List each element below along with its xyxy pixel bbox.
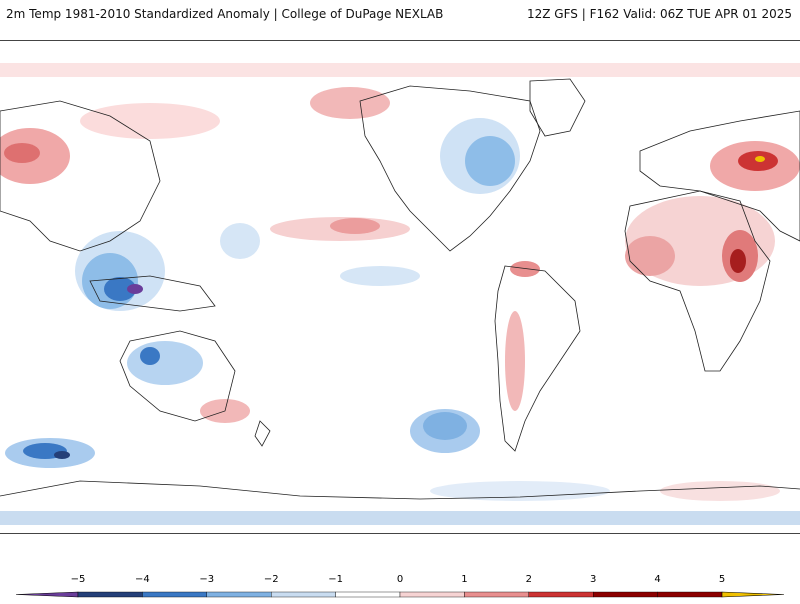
colorbar-tick-label: −1 — [328, 574, 343, 585]
colorbar-left-arrow — [15, 591, 79, 598]
colorbar-tick-label: 2 — [525, 574, 532, 585]
australia-cool-anomaly — [127, 341, 203, 385]
colorbar-tick-label: 4 — [654, 574, 661, 585]
colorbar-segment — [528, 591, 594, 598]
south-pacific-cool-core — [423, 412, 467, 440]
colorbar-tick-label: −4 — [135, 574, 150, 585]
colorbar-tick-label: 0 — [396, 574, 404, 585]
anomaly-map[interactable] — [0, 40, 800, 534]
colorbar-segment — [271, 591, 336, 598]
coastlines — [0, 78, 800, 500]
antarctica-outline — [0, 480, 800, 500]
new-zealand-outline — [254, 420, 271, 447]
indian-ocean-warm — [660, 481, 780, 501]
north-america-outline — [359, 85, 541, 252]
arctic-warm-anomaly — [310, 87, 390, 119]
colorbar-segment — [593, 591, 658, 598]
eastern-canada-cool-anomaly — [465, 136, 515, 186]
eurasia-east-outline — [0, 100, 161, 252]
colorbar-svg — [15, 591, 785, 598]
header: 2m Temp 1981-2010 Standardized Anomaly |… — [0, 0, 800, 40]
east-africa-strong-warm — [730, 249, 746, 273]
africa-outline — [624, 190, 771, 372]
colorbar-segment — [335, 591, 401, 598]
colorbar-tick-label: 5 — [718, 574, 726, 585]
arctic-warm-band — [0, 63, 800, 77]
australia-cold-spot — [140, 347, 160, 365]
run-info: 12Z GFS | F162 Valid: 06Z TUE APR 01 202… — [526, 7, 792, 21]
andes-warm-strip — [505, 311, 525, 411]
colorbar-segment — [142, 591, 207, 598]
colorbar-tick-label: −3 — [199, 574, 215, 585]
pacific-warm-core — [330, 218, 380, 234]
greenland-outline — [529, 78, 586, 137]
colorbar-segment — [206, 591, 272, 598]
north-pacific-warm-anomaly — [80, 103, 220, 139]
maritime-extreme-cold — [127, 284, 143, 294]
west-asia-strong-warm — [4, 143, 40, 163]
south-atlantic-cool — [430, 481, 610, 501]
map-title: 2m Temp 1981-2010 Standardized Anomaly |… — [6, 7, 444, 21]
south-america-outline — [494, 265, 581, 452]
colorbar-segment — [464, 591, 529, 598]
colorbar-segment — [77, 591, 143, 598]
colorbar-tick-label: −2 — [263, 574, 279, 585]
australia-outline — [119, 330, 236, 422]
west-pacific-cool — [220, 223, 260, 259]
west-africa-warm — [625, 236, 675, 276]
eurasia-west-outline — [639, 110, 800, 242]
central-pacific-cool — [340, 266, 420, 286]
map-canvas — [0, 41, 800, 533]
indonesia-outline — [89, 275, 216, 312]
colorbar-tick-label: −5 — [70, 574, 86, 585]
colorbar-tick-labels: −5 −4 −3 −2 −1 0 1 2 3 4 5 — [0, 574, 800, 588]
colorbar-right-arrow — [721, 591, 785, 598]
central-asia-extreme-warm — [755, 156, 765, 162]
venezuela-warm — [510, 261, 540, 277]
colorbar-segment — [657, 591, 723, 598]
colorbar-tick-label: 1 — [461, 574, 468, 585]
antarctic-extreme-cold — [54, 451, 70, 459]
colorbar — [0, 568, 800, 600]
southern-ocean-cool-band — [0, 511, 800, 525]
maritime-cold-anomaly — [104, 277, 136, 301]
colorbar-segment — [399, 591, 465, 598]
colorbar-tick-label: 3 — [590, 574, 597, 585]
